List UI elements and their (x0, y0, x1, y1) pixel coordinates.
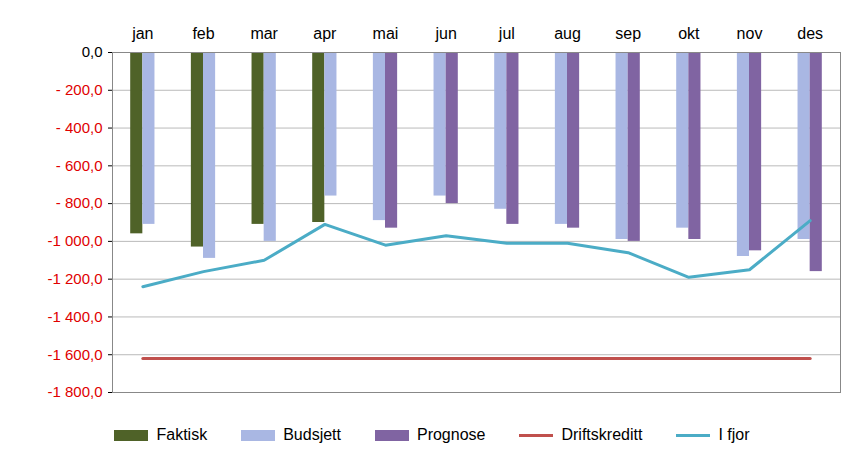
svg-text:apr: apr (313, 25, 337, 42)
svg-text:jun: jun (434, 25, 456, 42)
svg-text:feb: feb (192, 25, 214, 42)
html-text:Prognose: Prognose (417, 426, 486, 443)
svg-text:mai: mai (373, 25, 399, 42)
html-text:Driftskreditt: Driftskreditt (561, 426, 643, 443)
svg-text:aug: aug (554, 25, 581, 42)
html-text:I fjor: I fjor (718, 426, 750, 443)
svg-text:-1 600,0: -1 600,0 (47, 346, 102, 363)
svg-text:- 400,0: - 400,0 (56, 119, 103, 136)
svg-text:0,0: 0,0 (82, 43, 103, 60)
svg-text:jan: jan (131, 25, 153, 42)
svg-text:-1 000,0: -1 000,0 (47, 232, 102, 249)
svg-text:sep: sep (615, 25, 641, 42)
svg-text:jul: jul (498, 25, 515, 42)
svg-text:-1 400,0: -1 400,0 (47, 308, 102, 325)
svg-text:nov: nov (737, 25, 763, 42)
svg-text:-1 800,0: -1 800,0 (47, 383, 102, 400)
svg-text:okt: okt (678, 25, 700, 42)
html-text:Budsjett: Budsjett (283, 426, 341, 443)
html-text:Faktisk: Faktisk (156, 426, 208, 443)
svg-text:-1 200,0: -1 200,0 (47, 270, 102, 287)
svg-text:- 600,0: - 600,0 (56, 157, 103, 174)
svg-text:des: des (797, 25, 823, 42)
svg-text:- 200,0: - 200,0 (56, 81, 103, 98)
svg-text:- 800,0: - 800,0 (56, 194, 103, 211)
svg-text:mar: mar (250, 25, 278, 42)
